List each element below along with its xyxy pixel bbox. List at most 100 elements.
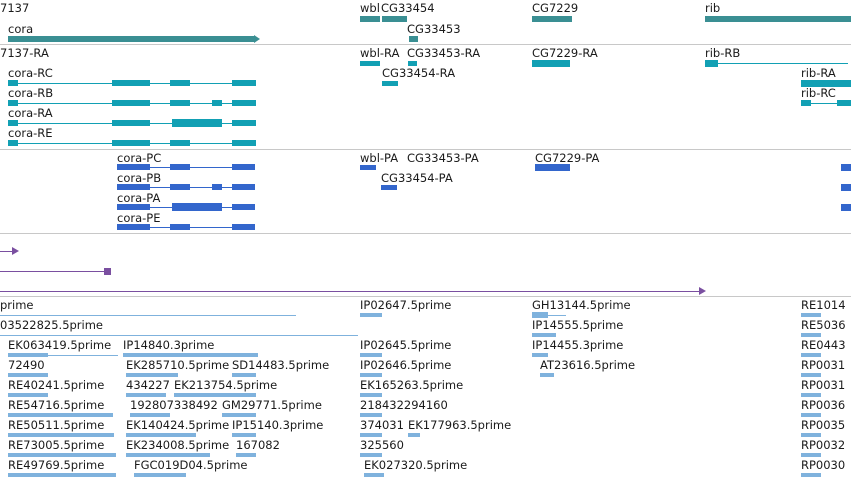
- transcript-feature[interactable]: [232, 80, 256, 86]
- transcript-feature[interactable]: [811, 103, 841, 104]
- est-label[interactable]: IP02647.5prime: [360, 298, 452, 312]
- transcript-feature[interactable]: [360, 61, 380, 66]
- est-label[interactable]: EK063419.5prime: [8, 338, 112, 352]
- transcript-feature[interactable]: [232, 120, 256, 126]
- est-feature[interactable]: [232, 433, 256, 437]
- est-feature[interactable]: [801, 473, 821, 477]
- transcript-feature[interactable]: [382, 81, 398, 86]
- est-label[interactable]: FGC019D04.5prime: [134, 458, 248, 472]
- gene-feature[interactable]: [360, 16, 380, 22]
- transcript-feature[interactable]: [232, 100, 256, 106]
- transcript-feature[interactable]: [232, 140, 256, 146]
- protein-label[interactable]: CG33454-PA: [381, 171, 453, 185]
- est-feature[interactable]: [532, 333, 556, 337]
- est-feature[interactable]: [222, 413, 256, 417]
- est-label[interactable]: RE73005.5prime: [8, 438, 105, 452]
- est-feature[interactable]: [123, 353, 258, 357]
- est-label[interactable]: 374031: [360, 418, 404, 432]
- protein-label[interactable]: cora-PC: [117, 151, 162, 165]
- protein-label[interactable]: cora-PA: [117, 191, 161, 205]
- est-label[interactable]: RE50511.5prime: [8, 418, 105, 432]
- est-feature[interactable]: [801, 433, 821, 437]
- gene-label[interactable]: 7137: [0, 1, 30, 15]
- est-feature[interactable]: [126, 453, 210, 457]
- est-label[interactable]: RE5036: [801, 318, 846, 332]
- est-feature[interactable]: [8, 413, 113, 417]
- est-label[interactable]: EK165263.5prime: [360, 378, 464, 392]
- protein-feature[interactable]: [841, 204, 851, 211]
- est-feature[interactable]: [174, 393, 256, 397]
- est-feature[interactable]: [360, 393, 382, 397]
- est-label[interactable]: 434227: [126, 378, 170, 392]
- transcript-feature[interactable]: [705, 60, 718, 67]
- est-feature[interactable]: [134, 473, 186, 477]
- misc-feature[interactable]: [0, 251, 14, 252]
- est-label[interactable]: 72490: [8, 358, 45, 372]
- est-label[interactable]: RP0031: [801, 378, 846, 392]
- est-feature[interactable]: [48, 355, 118, 356]
- transcript-label[interactable]: CG7229-RA: [532, 46, 598, 60]
- est-label[interactable]: IP02645.5prime: [360, 338, 452, 352]
- est-feature[interactable]: [0, 315, 296, 316]
- transcript-feature[interactable]: [8, 100, 18, 106]
- est-feature[interactable]: [8, 373, 48, 377]
- est-label[interactable]: RP0032: [801, 438, 846, 452]
- transcript-feature[interactable]: [8, 140, 18, 146]
- transcript-label[interactable]: cora-RB: [8, 86, 54, 100]
- est-label[interactable]: 325560: [360, 438, 404, 452]
- est-feature[interactable]: [801, 353, 821, 357]
- est-label[interactable]: IP14555.5prime: [532, 318, 624, 332]
- transcript-feature[interactable]: [212, 100, 222, 106]
- est-feature[interactable]: [360, 313, 382, 317]
- est-feature[interactable]: [126, 433, 196, 437]
- transcript-feature[interactable]: [837, 100, 851, 106]
- gene-feature[interactable]: [8, 36, 254, 42]
- est-label[interactable]: 03522825.5prime: [0, 318, 104, 332]
- protein-feature[interactable]: [212, 184, 222, 190]
- est-feature[interactable]: [801, 333, 821, 337]
- est-label[interactable]: EK234008.5prime: [126, 438, 230, 452]
- protein-feature[interactable]: [360, 165, 376, 170]
- protein-feature[interactable]: [232, 184, 255, 190]
- gene-label[interactable]: rib: [705, 1, 721, 15]
- est-feature[interactable]: [236, 453, 256, 457]
- est-feature[interactable]: [8, 353, 48, 357]
- gene-feature[interactable]: [382, 16, 407, 22]
- est-label[interactable]: EK140424.5prime: [126, 418, 230, 432]
- gene-label[interactable]: wbl: [360, 1, 380, 15]
- gene-feature[interactable]: [409, 36, 418, 42]
- est-label[interactable]: EK285710.5prime: [126, 358, 230, 372]
- transcript-feature[interactable]: [170, 100, 190, 106]
- est-feature[interactable]: [801, 413, 821, 417]
- est-feature[interactable]: [360, 413, 382, 417]
- est-feature[interactable]: [801, 313, 821, 317]
- protein-feature[interactable]: [841, 184, 851, 191]
- est-label[interactable]: RE49769.5prime: [8, 458, 105, 472]
- est-feature[interactable]: [360, 353, 382, 357]
- est-label[interactable]: SD14483.5prime: [232, 358, 330, 372]
- est-label[interactable]: RP0036: [801, 398, 846, 412]
- est-label[interactable]: RE54716.5prime: [8, 398, 105, 412]
- est-label[interactable]: RP0035: [801, 418, 846, 432]
- transcript-label[interactable]: cora-RC: [8, 66, 53, 80]
- protein-feature[interactable]: [170, 164, 190, 170]
- protein-feature[interactable]: [117, 224, 150, 230]
- protein-feature[interactable]: [535, 164, 570, 171]
- protein-feature[interactable]: [172, 203, 222, 211]
- est-feature[interactable]: [8, 393, 48, 397]
- est-feature[interactable]: [540, 373, 554, 377]
- est-feature[interactable]: [360, 373, 382, 377]
- transcript-feature[interactable]: [170, 80, 190, 86]
- est-label[interactable]: RP0031: [801, 358, 846, 372]
- gene-label[interactable]: CG33454: [381, 1, 435, 15]
- est-feature[interactable]: [360, 433, 382, 437]
- transcript-feature[interactable]: [112, 100, 150, 106]
- protein-feature[interactable]: [170, 224, 190, 230]
- transcript-feature[interactable]: [172, 119, 222, 127]
- est-label[interactable]: IP14455.3prime: [532, 338, 624, 352]
- est-feature[interactable]: [360, 453, 382, 457]
- gene-label[interactable]: cora: [8, 22, 34, 36]
- transcript-label[interactable]: CG33453-RA: [407, 46, 481, 60]
- transcript-feature[interactable]: [170, 140, 190, 146]
